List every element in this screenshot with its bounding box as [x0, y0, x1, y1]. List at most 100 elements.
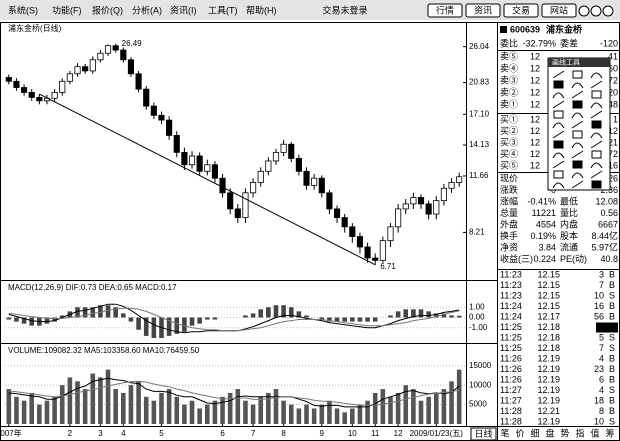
panel-tab[interactable]: 值: [590, 427, 599, 438]
bar: [327, 317, 332, 322]
trade-price: 12.18: [537, 332, 560, 342]
trade-time: 11:24: [500, 301, 522, 311]
menu-item[interactable]: 帮助(H): [246, 4, 277, 15]
tool-icon[interactable]: [590, 102, 603, 109]
nav-button-label[interactable]: 网站: [550, 4, 568, 15]
tool-icon[interactable]: [591, 150, 602, 159]
nav-button-label[interactable]: 交易: [512, 4, 530, 15]
trade-time: 11:23: [500, 290, 522, 300]
candle-body: [127, 59, 135, 75]
tool-icon[interactable]: [590, 132, 603, 139]
candle-body: [66, 73, 73, 82]
tool-icon[interactable]: [553, 80, 564, 89]
x-tick-label: 3: [98, 429, 103, 438]
menu-item[interactable]: 功能(F): [52, 4, 82, 15]
tool-icon[interactable]: [553, 170, 564, 179]
order-volume: 72: [608, 149, 618, 159]
nav-button[interactable]: [541, 3, 577, 18]
tool-icon[interactable]: [552, 130, 565, 139]
nav-button-label[interactable]: 行情: [436, 4, 454, 15]
bar: [136, 317, 141, 330]
menu-item[interactable]: 资讯(I): [170, 5, 197, 15]
tool-icon[interactable]: [590, 140, 603, 149]
trade-time: 11:27: [500, 395, 522, 405]
candle-body: [303, 170, 310, 186]
tool-icon[interactable]: [553, 110, 564, 119]
tool-icon[interactable]: [590, 110, 603, 119]
tool-icon[interactable]: [591, 180, 602, 189]
tool-icon[interactable]: [552, 70, 565, 79]
bar: [220, 396, 225, 424]
candle-body: [417, 197, 425, 205]
candle-body: [387, 226, 394, 242]
tool-icon[interactable]: [572, 70, 583, 79]
window-control[interactable]: [590, 5, 602, 17]
panel-tab[interactable]: 价: [515, 428, 524, 438]
tool-icon[interactable]: [571, 90, 584, 99]
tool-icon[interactable]: [571, 112, 584, 119]
bar: [52, 317, 57, 322]
bar: [75, 381, 80, 424]
trade-side: S: [609, 332, 615, 342]
period-tab-label[interactable]: 日线: [474, 428, 492, 439]
menu-item[interactable]: 分析(A): [132, 4, 162, 15]
tool-icon[interactable]: [591, 120, 602, 129]
bar: [14, 396, 19, 424]
tool-icon[interactable]: [572, 100, 583, 109]
tool-icon[interactable]: [571, 120, 584, 129]
nav-button[interactable]: [427, 3, 463, 18]
bar: [334, 408, 340, 424]
tool-icon[interactable]: [571, 180, 584, 189]
quote-cell: 委差: [560, 37, 578, 48]
tool-icon[interactable]: [591, 90, 602, 99]
nav-button[interactable]: [503, 3, 539, 18]
x-tick-label: 2007年: [0, 428, 22, 438]
tool-icon[interactable]: [571, 172, 584, 179]
bar: [75, 307, 80, 318]
panel-tab[interactable]: 筹: [605, 427, 614, 438]
tool-icon[interactable]: [590, 72, 603, 79]
tool-icon[interactable]: [572, 130, 583, 139]
menu-item[interactable]: 报价(Q): [92, 4, 123, 15]
candle-body: [173, 135, 180, 153]
tool-icon[interactable]: [552, 122, 565, 129]
candle-body: [250, 182, 257, 194]
bar: [380, 389, 386, 424]
nav-button[interactable]: [465, 3, 501, 18]
window-control[interactable]: [602, 5, 614, 17]
trade-price: 12.19: [537, 364, 560, 374]
tool-icon[interactable]: [571, 150, 584, 159]
tool-icon[interactable]: [590, 162, 603, 169]
window-control[interactable]: [578, 5, 590, 17]
panel-tab[interactable]: 指: [575, 427, 584, 438]
panel-tab[interactable]: 细: [530, 427, 539, 438]
panel-tab[interactable]: 盘: [545, 427, 554, 438]
panel-tab[interactable]: 势: [560, 427, 569, 438]
tool-icon[interactable]: [552, 152, 565, 159]
bar: [319, 317, 325, 320]
nav-button-label[interactable]: 资讯: [474, 5, 492, 15]
tool-icon[interactable]: [553, 140, 564, 149]
bar: [67, 377, 73, 424]
tool-icon[interactable]: [571, 82, 584, 89]
tool-icon[interactable]: [571, 142, 584, 149]
bar: [250, 404, 256, 424]
tool-icon[interactable]: [552, 100, 565, 109]
menu-item[interactable]: 工具(T): [208, 5, 238, 15]
bar: [227, 392, 233, 424]
period-tab[interactable]: [470, 427, 497, 441]
bar: [166, 317, 172, 336]
candle-body: [59, 80, 66, 93]
tool-icon[interactable]: [590, 80, 603, 89]
menu-item[interactable]: 系统(S): [8, 4, 38, 15]
candle-body: [234, 208, 241, 219]
tool-icon[interactable]: [572, 160, 583, 169]
tool-icon[interactable]: [552, 92, 565, 99]
order-label: 卖⑤: [500, 51, 518, 61]
tool-icon[interactable]: [552, 160, 565, 169]
stock-icon: [500, 26, 507, 33]
tool-icon[interactable]: [590, 170, 603, 179]
panel-tab[interactable]: 笔: [500, 427, 509, 438]
tool-icon[interactable]: [552, 182, 565, 189]
line: [8, 380, 460, 406]
